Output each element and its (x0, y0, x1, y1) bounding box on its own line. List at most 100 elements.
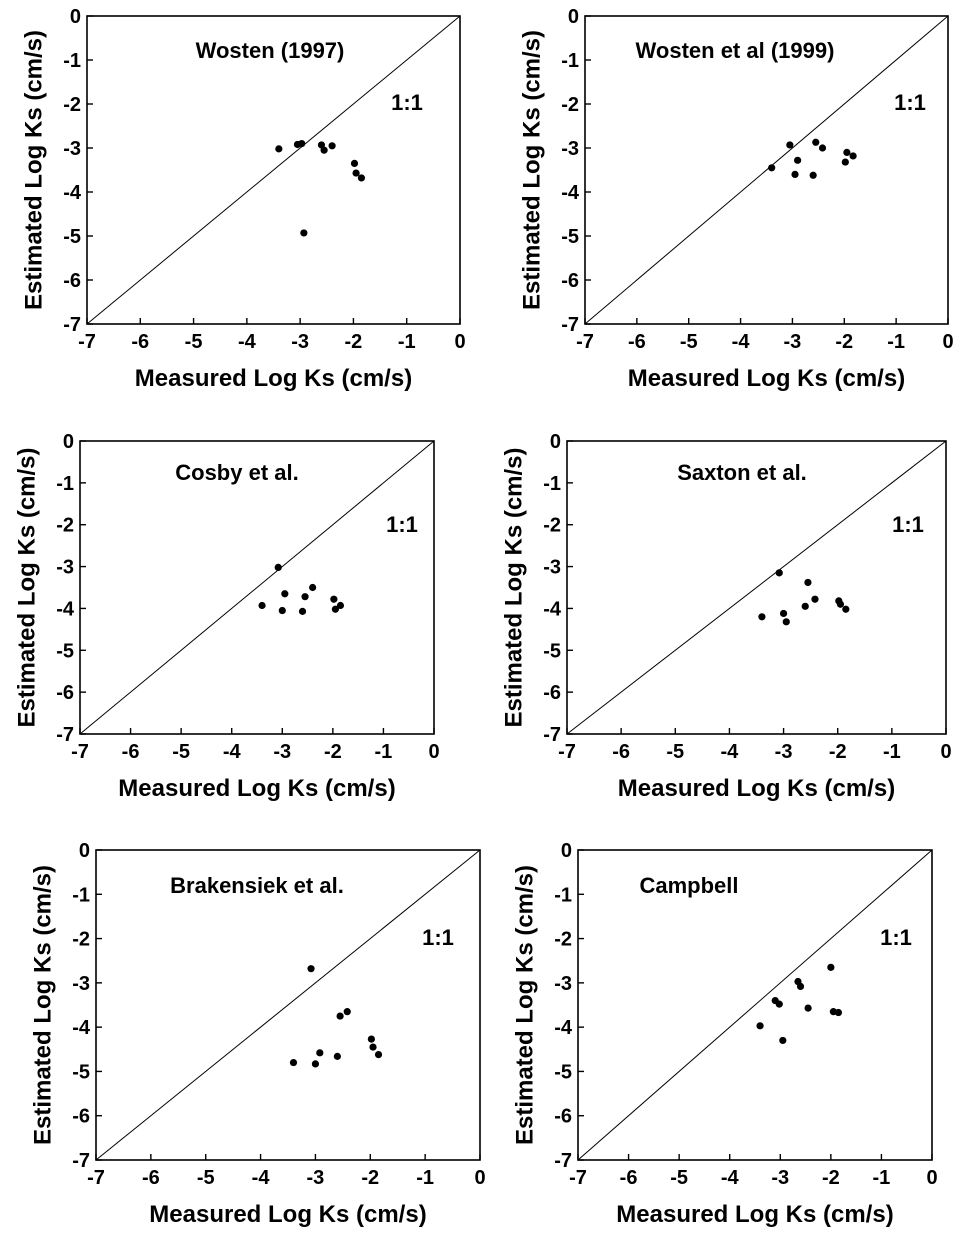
y-tick-label: -7 (56, 724, 74, 746)
y-tick-label: -7 (543, 724, 561, 746)
x-tick-label: -3 (307, 1167, 325, 1189)
y-tick-label: -6 (72, 1106, 90, 1128)
plot-frame (95, 849, 481, 1161)
data-point (804, 1004, 812, 1012)
x-tick-label: -3 (775, 741, 793, 763)
x-tick-label: -5 (172, 741, 190, 763)
data-point (812, 138, 820, 146)
y-tick-label: -4 (56, 598, 75, 620)
y-axis-title: Estimated Log Ks (cm/s) (500, 447, 527, 727)
data-point (836, 600, 845, 608)
x-tick-label: -2 (345, 331, 363, 353)
data-point (352, 169, 360, 177)
data-point (350, 159, 359, 167)
panel-title: Cosby et al. (175, 460, 298, 485)
data-point (275, 145, 283, 153)
x-tick-label: 0 (926, 1167, 937, 1189)
data-point (357, 174, 366, 182)
x-tick-label: -4 (721, 741, 740, 763)
plot-frame (86, 15, 461, 325)
plot-frame (584, 15, 949, 325)
data-point (786, 141, 794, 149)
y-tick-label: -1 (63, 50, 81, 72)
data-point (758, 613, 766, 621)
x-tick-label: -4 (238, 331, 257, 353)
data-point (307, 965, 315, 973)
y-tick-label: -6 (554, 1106, 572, 1128)
y-axis-title: Estimated Log Ks (cm/s) (29, 865, 56, 1145)
data-point (811, 595, 819, 603)
data-point (336, 601, 345, 610)
data-point (843, 148, 851, 156)
y-axis-title: Estimated Log Ks (cm/s) (511, 865, 538, 1145)
data-point (834, 1008, 843, 1017)
data-point (258, 601, 266, 610)
y-tick-label: -2 (56, 515, 74, 537)
x-tick-label: -5 (185, 331, 203, 353)
x-axis-title: Measured Log Ks (cm/s) (135, 365, 412, 392)
x-tick-label: -2 (324, 741, 342, 763)
y-tick-label: -3 (561, 138, 579, 160)
data-point (796, 982, 805, 991)
data-point (281, 590, 289, 598)
data-point (309, 583, 317, 592)
x-tick-label: -2 (835, 331, 853, 353)
data-point (320, 146, 328, 154)
y-tick-label: -4 (554, 1017, 573, 1039)
data-point (331, 605, 339, 613)
data-point (804, 578, 812, 587)
data-point (782, 618, 790, 626)
one-to-one-line (584, 15, 949, 325)
data-point (333, 1052, 341, 1060)
y-tick-label: -5 (56, 640, 74, 662)
x-tick-label: -2 (361, 1167, 379, 1189)
y-axis-title: Estimated Log Ks (cm/s) (518, 30, 545, 310)
plot-frame (566, 440, 947, 735)
data-point (289, 1058, 298, 1067)
y-tick-label: -6 (543, 682, 561, 704)
y-tick-label: -2 (63, 94, 81, 116)
x-tick-label: -7 (87, 1167, 105, 1189)
one-to-one-line (577, 849, 933, 1161)
data-point (818, 144, 827, 152)
data-point (316, 1049, 324, 1057)
plot-frame (79, 440, 435, 735)
x-tick-label: -3 (273, 741, 291, 763)
panel-title: Saxton et al. (677, 460, 807, 485)
y-tick-label: -7 (63, 314, 81, 336)
data-point (343, 1008, 351, 1016)
y-tick-label: -6 (63, 270, 81, 292)
y-tick-label: -5 (543, 640, 561, 662)
y-tick-label: -4 (72, 1017, 91, 1039)
data-point (298, 607, 307, 615)
y-tick-label: 0 (568, 6, 579, 28)
data-point (794, 156, 802, 164)
one-to-one-label: 1:1 (894, 90, 926, 115)
y-tick-label: -1 (72, 884, 90, 906)
x-tick-label: 0 (474, 1167, 485, 1189)
x-tick-label: -5 (680, 331, 698, 353)
y-tick-label: 0 (70, 6, 81, 28)
one-to-one-line (566, 440, 947, 735)
panel-title: Campbell (639, 873, 738, 898)
data-point (300, 229, 308, 237)
x-tick-label: -1 (416, 1167, 434, 1189)
x-tick-label: -4 (223, 741, 242, 763)
data-point (842, 605, 850, 613)
data-point (298, 140, 306, 148)
data-point (768, 164, 776, 172)
x-tick-label: -7 (78, 331, 96, 353)
x-tick-label: -1 (887, 331, 905, 353)
chart-panel-brakensiek: Brakensiek et al. 1:1 Measured Log Ks (c… (29, 840, 485, 1228)
data-point (779, 609, 788, 618)
y-tick-label: -3 (554, 973, 572, 995)
y-tick-label: -1 (543, 473, 561, 495)
panel-title: Wosten (1997) (196, 38, 345, 63)
one-to-one-line (79, 440, 435, 735)
one-to-one-label: 1:1 (391, 90, 423, 115)
chart-panel-campbell: Campbell 1:1 Measured Log Ks (cm/s) Esti… (511, 840, 937, 1228)
x-tick-label: -3 (291, 331, 309, 353)
data-point (775, 1000, 783, 1008)
data-point (274, 563, 282, 572)
y-axis-title: Estimated Log Ks (cm/s) (13, 447, 40, 727)
